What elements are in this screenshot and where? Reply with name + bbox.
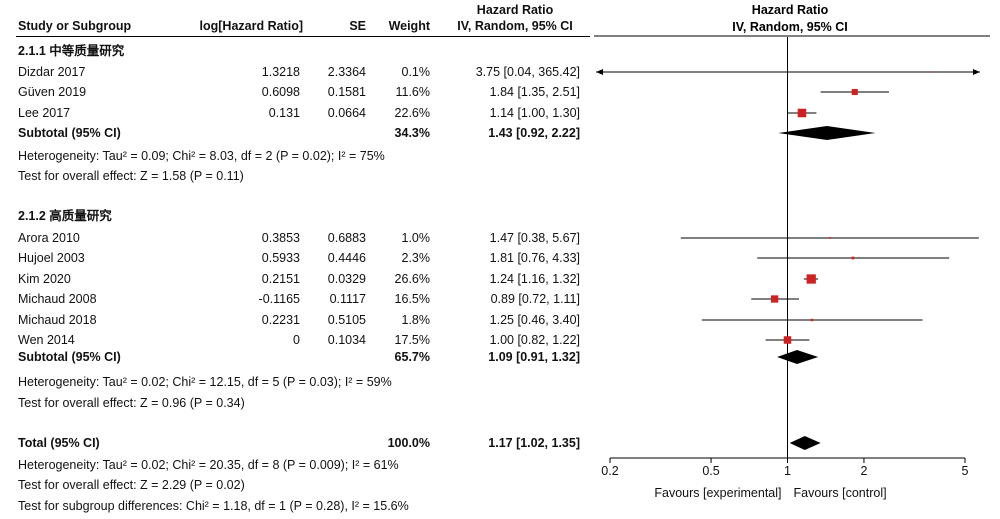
x-tick-label: 0.2 <box>601 464 618 478</box>
subgroup-differences-text: Test for subgroup differences: Chi² = 1.… <box>18 499 409 513</box>
group-title: 2.1.2 高质量研究 <box>18 209 112 223</box>
study-name: Hujoel 2003 <box>18 251 85 265</box>
study-weight: 11.6% <box>395 85 430 99</box>
study-se: 0.0329 <box>327 272 366 286</box>
study-marker <box>829 237 831 239</box>
group-title: 2.1.1 中等质量研究 <box>18 44 125 58</box>
hr-column-title: Hazard Ratio <box>476 3 554 17</box>
total-weight: 100.0% <box>387 436 430 450</box>
study-ci: 0.89 [0.72, 1.11] <box>490 292 580 306</box>
subtotal-diamond <box>777 350 819 364</box>
study-marker <box>783 336 792 344</box>
study-loghr: 0.131 <box>268 106 300 120</box>
study-se: 0.5105 <box>327 313 366 327</box>
total-diamond <box>789 436 821 450</box>
study-weight: 0.1% <box>401 65 431 79</box>
x-tick-label: 5 <box>962 464 969 478</box>
x-tick-label: 2 <box>860 464 867 478</box>
study-ci: 1.81 [0.76, 4.33] <box>489 251 580 265</box>
study-se: 0.0664 <box>327 106 366 120</box>
study-weight: 2.3% <box>401 251 431 265</box>
x-tick-label: 1 <box>784 464 791 478</box>
study-name: Michaud 2008 <box>18 292 97 306</box>
study-loghr: 0 <box>293 333 300 347</box>
study-name: Güven 2019 <box>18 85 87 99</box>
plot-method: IV, Random, 95% CI <box>732 20 848 34</box>
study-se: 0.6883 <box>327 231 366 245</box>
study-name: Michaud 2018 <box>18 313 97 327</box>
study-ci: 1.24 [1.16, 1.32] <box>489 272 580 286</box>
study-loghr: 0.2231 <box>261 313 300 327</box>
study-marker <box>770 295 779 303</box>
study-ci: 1.14 [1.00, 1.30] <box>489 106 580 120</box>
subtotal-diamond <box>778 126 876 140</box>
study-loghr: 0.5933 <box>261 251 300 265</box>
study-name: Dizdar 2017 <box>18 65 86 79</box>
overall-effect-text: Test for overall effect: Z = 0.96 (P = 0… <box>18 396 245 410</box>
study-name: Lee 2017 <box>18 106 71 120</box>
subtotal-ci: 1.09 [0.91, 1.32] <box>488 350 580 364</box>
ci-arrow-right <box>973 69 980 75</box>
header-divider <box>16 36 590 37</box>
se-column-header: SE <box>349 19 366 33</box>
ci-arrow-left <box>596 69 603 75</box>
study-ci: 1.84 [1.35, 2.51] <box>489 85 580 99</box>
heterogeneity-text: Heterogeneity: Tau² = 0.02; Chi² = 20.35… <box>18 458 399 472</box>
heterogeneity-text: Heterogeneity: Tau² = 0.09; Chi² = 8.03,… <box>18 149 385 163</box>
study-marker <box>797 108 807 118</box>
study-marker <box>810 318 814 322</box>
favours-left-label: Favours [experimental] <box>654 486 781 500</box>
study-se: 0.1117 <box>329 292 366 306</box>
total-label: Total (95% CI) <box>18 436 100 450</box>
study-name: Kim 2020 <box>18 272 71 286</box>
subtotal-label: Subtotal (95% CI) <box>18 126 121 140</box>
heterogeneity-text: Heterogeneity: Tau² = 0.02; Chi² = 12.15… <box>18 375 392 389</box>
study-column-header: Study or Subgroup <box>18 19 132 33</box>
plot-title: Hazard Ratio <box>752 3 829 17</box>
loghr-column-header: log[Hazard Ratio] <box>199 19 303 33</box>
study-ci: 3.75 [0.04, 365.42] <box>475 65 580 79</box>
study-loghr: 0.6098 <box>261 85 300 99</box>
favours-right-label: Favours [control] <box>794 486 887 500</box>
study-ci: 1.00 [0.82, 1.22] <box>489 333 580 347</box>
total-ci: 1.17 [1.02, 1.35] <box>488 436 580 450</box>
hr-method-header: IV, Random, 95% CI <box>457 19 573 33</box>
study-weight: 26.6% <box>394 272 430 286</box>
study-marker <box>932 71 935 73</box>
study-name: Wen 2014 <box>18 333 75 347</box>
forest-table: Hazard Ratio Study or Subgroup log[Hazar… <box>16 3 590 513</box>
study-name: Arora 2010 <box>18 231 80 245</box>
study-marker <box>851 256 855 260</box>
study-loghr: 0.3853 <box>261 231 300 245</box>
study-weight: 1.0% <box>401 231 431 245</box>
study-se: 0.1034 <box>327 333 366 347</box>
study-se: 0.1581 <box>327 85 366 99</box>
subtotal-label: Subtotal (95% CI) <box>18 350 121 364</box>
study-loghr: 0.2151 <box>261 272 300 286</box>
study-marker <box>851 88 858 96</box>
subtotal-ci: 1.43 [0.92, 2.22] <box>488 126 580 140</box>
study-weight: 16.5% <box>394 292 430 306</box>
study-se: 0.4446 <box>327 251 366 265</box>
study-loghr: -0.1165 <box>258 292 300 306</box>
study-weight: 17.5% <box>394 333 430 347</box>
study-marker <box>806 274 816 284</box>
study-ci: 1.47 [0.38, 5.67] <box>489 231 580 245</box>
study-loghr: 1.3218 <box>261 65 300 79</box>
study-se: 2.3364 <box>327 65 366 79</box>
x-tick-label: 0.5 <box>702 464 719 478</box>
study-weight: 1.8% <box>401 313 431 327</box>
weight-column-header: Weight <box>388 19 430 33</box>
study-ci: 1.25 [0.46, 3.40] <box>489 313 580 327</box>
overall-effect-text: Test for overall effect: Z = 2.29 (P = 0… <box>18 478 245 492</box>
subtotal-weight: 65.7% <box>394 350 430 364</box>
overall-effect-text: Test for overall effect: Z = 1.58 (P = 0… <box>18 169 244 183</box>
subtotal-weight: 34.3% <box>394 126 430 140</box>
study-weight: 22.6% <box>394 106 430 120</box>
